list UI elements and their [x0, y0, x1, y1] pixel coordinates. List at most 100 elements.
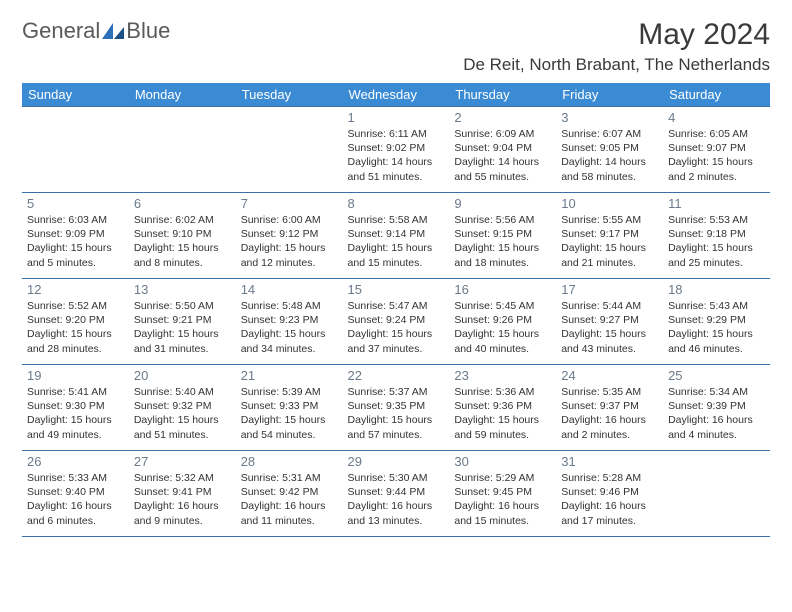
day-number: 18 — [668, 282, 765, 297]
day-cell: 14Sunrise: 5:48 AMSunset: 9:23 PMDayligh… — [236, 279, 343, 365]
day-cell: 18 Sunrise: 5:43 AMSunset: 9:29 PMDayligh… — [663, 279, 770, 365]
day-number: 21 — [241, 368, 338, 383]
day-cell: 19Sunrise: 5:41 AMSunset: 9:30 PMDayligh… — [22, 365, 129, 451]
day-info: Sunrise: 5:48 AMSunset: 9:23 PMDaylight:… — [241, 299, 338, 356]
daylight-text: Daylight: 15 hours and 46 minutes. — [668, 327, 765, 355]
day-number: 22 — [348, 368, 445, 383]
day-cell: 6Sunrise: 6:02 AMSunset: 9:10 PMDaylight… — [129, 193, 236, 279]
sunrise-text: Sunrise: 5:53 AM — [668, 213, 765, 227]
sunset-text: Sunset: 9:23 PM — [241, 313, 338, 327]
sunset-text: Sunset: 9:21 PM — [134, 313, 231, 327]
sunrise-text: Sunrise: 5:50 AM — [134, 299, 231, 313]
dow-thursday: Thursday — [449, 83, 556, 107]
day-cell: 21 Sunrise: 5:39 AMSunset: 9:33 PMDayligh… — [236, 365, 343, 451]
daylight-text: Daylight: 15 hours and 2 minutes. — [668, 155, 765, 183]
daylight-text: Daylight: 15 hours and 12 minutes. — [241, 241, 338, 269]
sunrise-text: Sunrise: 5:35 AM — [561, 385, 658, 399]
day-cell: 16Sunrise: 5:45 AMSunset: 9:26 PMDayligh… — [449, 279, 556, 365]
month-title: May 2024 — [463, 18, 770, 52]
day-info: Sunrise: 5:35 AMSunset: 9:37 PMDaylight:… — [561, 385, 658, 442]
day-cell: 10Sunrise: 5:55 AMSunset: 9:17 PMDayligh… — [556, 193, 663, 279]
day-number: 26 — [27, 454, 124, 469]
day-info: Sunrise: 5:32 AMSunset: 9:41 PMDaylight:… — [134, 471, 231, 528]
sunset-text: Sunset: 9:46 PM — [561, 485, 658, 499]
daylight-text: Daylight: 15 hours and 54 minutes. — [241, 413, 338, 441]
day-number: 2 — [454, 110, 551, 125]
day-number: 17 — [561, 282, 658, 297]
sunrise-text: Sunrise: 6:07 AM — [561, 127, 658, 141]
day-info: Sunrise: 5:43 AMSunset: 9:29 PMDaylight:… — [668, 299, 765, 356]
dow-tuesday: Tuesday — [236, 83, 343, 107]
day-number: 20 — [134, 368, 231, 383]
sunset-text: Sunset: 9:29 PM — [668, 313, 765, 327]
day-info: Sunrise: 6:03 AMSunset: 9:09 PMDaylight:… — [27, 213, 124, 270]
sunset-text: Sunset: 9:24 PM — [348, 313, 445, 327]
day-cell: 17Sunrise: 5:44 AMSunset: 9:27 PMDayligh… — [556, 279, 663, 365]
day-info: Sunrise: 5:45 AMSunset: 9:26 PMDaylight:… — [454, 299, 551, 356]
daylight-text: Daylight: 16 hours and 2 minutes. — [561, 413, 658, 441]
daylight-text: Daylight: 15 hours and 49 minutes. — [27, 413, 124, 441]
day-info: Sunrise: 6:00 AMSunset: 9:12 PMDaylight:… — [241, 213, 338, 270]
day-number: 4 — [668, 110, 765, 125]
day-cell: 15Sunrise: 5:47 AMSunset: 9:24 PMDayligh… — [343, 279, 450, 365]
sunset-text: Sunset: 9:20 PM — [27, 313, 124, 327]
daylight-text: Daylight: 15 hours and 18 minutes. — [454, 241, 551, 269]
day-info: Sunrise: 5:58 AMSunset: 9:14 PMDaylight:… — [348, 213, 445, 270]
sunrise-text: Sunrise: 6:09 AM — [454, 127, 551, 141]
day-number: 7 — [241, 196, 338, 211]
day-info: Sunrise: 5:37 AMSunset: 9:35 PMDaylight:… — [348, 385, 445, 442]
title-block: May 2024 De Reit, North Brabant, The Net… — [463, 18, 770, 75]
sunrise-text: Sunrise: 5:31 AM — [241, 471, 338, 485]
day-info: Sunrise: 5:55 AMSunset: 9:17 PMDaylight:… — [561, 213, 658, 270]
sunset-text: Sunset: 9:14 PM — [348, 227, 445, 241]
sunset-text: Sunset: 9:35 PM — [348, 399, 445, 413]
week-row: 26Sunrise: 5:33 AMSunset: 9:40 PMDayligh… — [22, 451, 770, 537]
day-number: 28 — [241, 454, 338, 469]
day-cell — [129, 107, 236, 193]
day-info: Sunrise: 6:07 AMSunset: 9:05 PMDaylight:… — [561, 127, 658, 184]
day-info: Sunrise: 5:50 AMSunset: 9:21 PMDaylight:… — [134, 299, 231, 356]
day-cell: 13Sunrise: 5:50 AMSunset: 9:21 PMDayligh… — [129, 279, 236, 365]
daylight-text: Daylight: 14 hours and 55 minutes. — [454, 155, 551, 183]
daylight-text: Daylight: 15 hours and 28 minutes. — [27, 327, 124, 355]
daylight-text: Daylight: 15 hours and 59 minutes. — [454, 413, 551, 441]
sunrise-text: Sunrise: 5:43 AM — [668, 299, 765, 313]
daylight-text: Daylight: 16 hours and 13 minutes. — [348, 499, 445, 527]
day-cell: 2Sunrise: 6:09 AMSunset: 9:04 PMDaylight… — [449, 107, 556, 193]
sunrise-text: Sunrise: 5:40 AM — [134, 385, 231, 399]
day-info: Sunrise: 5:39 AMSunset: 9:33 PMDaylight:… — [241, 385, 338, 442]
daylight-text: Daylight: 16 hours and 11 minutes. — [241, 499, 338, 527]
sunrise-text: Sunrise: 5:52 AM — [27, 299, 124, 313]
brand-word1: General — [22, 18, 100, 44]
day-cell: 11Sunrise: 5:53 AMSunset: 9:18 PMDayligh… — [663, 193, 770, 279]
day-cell — [663, 451, 770, 537]
week-row: 19Sunrise: 5:41 AMSunset: 9:30 PMDayligh… — [22, 365, 770, 451]
sunrise-text: Sunrise: 6:05 AM — [668, 127, 765, 141]
day-cell: 28Sunrise: 5:31 AMSunset: 9:42 PMDayligh… — [236, 451, 343, 537]
daylight-text: Daylight: 16 hours and 6 minutes. — [27, 499, 124, 527]
day-info: Sunrise: 5:30 AMSunset: 9:44 PMDaylight:… — [348, 471, 445, 528]
week-row: 12Sunrise: 5:52 AMSunset: 9:20 PMDayligh… — [22, 279, 770, 365]
day-number: 8 — [348, 196, 445, 211]
day-cell: 25Sunrise: 5:34 AMSunset: 9:39 PMDayligh… — [663, 365, 770, 451]
sunset-text: Sunset: 9:44 PM — [348, 485, 445, 499]
daylight-text: Daylight: 15 hours and 37 minutes. — [348, 327, 445, 355]
sunset-text: Sunset: 9:09 PM — [27, 227, 124, 241]
sunset-text: Sunset: 9:39 PM — [668, 399, 765, 413]
day-info: Sunrise: 5:56 AMSunset: 9:15 PMDaylight:… — [454, 213, 551, 270]
sunset-text: Sunset: 9:40 PM — [27, 485, 124, 499]
sunrise-text: Sunrise: 5:37 AM — [348, 385, 445, 399]
sunrise-text: Sunrise: 6:02 AM — [134, 213, 231, 227]
week-row: 5Sunrise: 6:03 AMSunset: 9:09 PMDaylight… — [22, 193, 770, 279]
sunrise-text: Sunrise: 5:32 AM — [134, 471, 231, 485]
sunrise-text: Sunrise: 6:00 AM — [241, 213, 338, 227]
sunset-text: Sunset: 9:41 PM — [134, 485, 231, 499]
sunset-text: Sunset: 9:45 PM — [454, 485, 551, 499]
daylight-text: Daylight: 15 hours and 21 minutes. — [561, 241, 658, 269]
sunset-text: Sunset: 9:33 PM — [241, 399, 338, 413]
sunset-text: Sunset: 9:37 PM — [561, 399, 658, 413]
daylight-text: Daylight: 15 hours and 5 minutes. — [27, 241, 124, 269]
daylight-text: Daylight: 15 hours and 57 minutes. — [348, 413, 445, 441]
header: General Blue May 2024 De Reit, North Bra… — [22, 18, 770, 75]
day-cell: 5Sunrise: 6:03 AMSunset: 9:09 PMDaylight… — [22, 193, 129, 279]
